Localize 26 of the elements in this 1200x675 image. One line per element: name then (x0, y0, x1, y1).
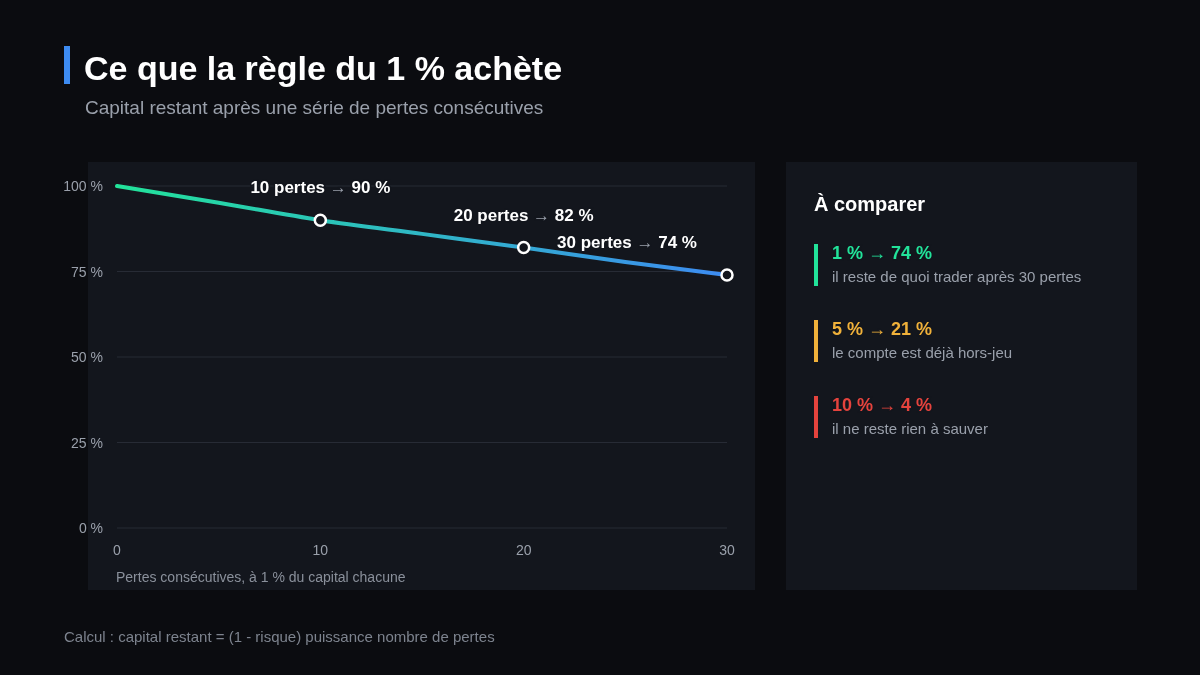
y-tick-label: 50 % (71, 349, 103, 365)
annotation: 20 pertes → 82 % (453, 205, 594, 225)
y-tick-label: 75 % (71, 263, 103, 280)
x-tick-label: 20 (515, 542, 532, 558)
chart-title: Ce que la règle du 1 % achète (84, 49, 563, 87)
text: 5 % → 21 % (832, 319, 933, 339)
point (720, 268, 734, 282)
text: il reste de quoi trader après 30 pertes (832, 268, 1082, 285)
chart-subtitle: Capital restant après une série de pertes consécutives (85, 97, 544, 118)
text: le compte est déjà hors-jeu (832, 344, 1013, 361)
y-tick-label: 100 % (63, 178, 103, 194)
text: Calcul : capital restant = (1 - risque) puissance nombre de pertes (64, 628, 495, 645)
y-tick-label: 0 % (78, 520, 103, 536)
annotation: 10 pertes → 90 % (250, 178, 391, 198)
x-axis-title: Pertes consécutives, à 1 % du capital chacune (116, 569, 406, 585)
text: À comparer (814, 193, 926, 215)
x-tick-label: 30 (719, 542, 735, 558)
annotation: 30 pertes → 74 % (557, 232, 697, 252)
text: 1 % → 74 % (832, 243, 933, 263)
point (516, 240, 531, 255)
x-tick-label: 10 (312, 542, 329, 558)
text: 10 % → 4 % (832, 395, 933, 415)
point (313, 213, 328, 227)
text: il ne reste rien à sauver (832, 420, 988, 437)
y-tick-label: 25 % (71, 434, 103, 451)
x-tick-label: 0 (113, 542, 122, 558)
